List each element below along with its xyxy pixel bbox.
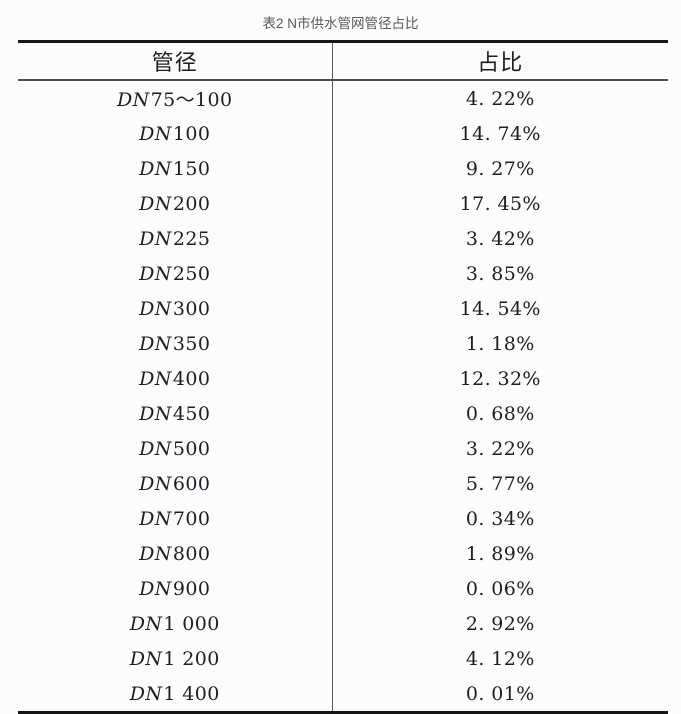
share-cell: 1. 18% (465, 332, 535, 355)
share-cell: 17. 45% (459, 192, 541, 215)
dn-size: 1 000 (163, 612, 220, 635)
dn-prefix: DN (139, 367, 172, 390)
table-row: DN600 5. 77% (18, 466, 668, 501)
dn-prefix: DN (139, 332, 172, 355)
table-row: DN1 200 4. 12% (18, 641, 668, 676)
dn-prefix: DN (129, 612, 163, 635)
dn-prefix: DN (139, 472, 172, 495)
diameter-cell: DN250 (18, 256, 333, 291)
dn-size: 700 (172, 507, 211, 530)
dn-prefix: DN (129, 647, 163, 670)
share-cell: 14. 54% (459, 297, 541, 320)
diameter-cell: DN800 (18, 536, 333, 571)
dn-size: 1 400 (163, 682, 220, 705)
table-row: DN900 0. 06% (18, 571, 668, 606)
dn-size: 600 (172, 472, 211, 495)
diameter-cell: DN100 (18, 116, 333, 151)
diameter-cell: DN1 400 (18, 676, 333, 713)
dn-prefix: DN (139, 542, 172, 565)
table-row: DN400 12. 32% (18, 361, 668, 396)
diameter-cell: DN1 000 (18, 606, 333, 641)
dn-size: 1 200 (163, 647, 220, 670)
diameter-cell: DN300 (18, 291, 333, 326)
diameter-cell: DN500 (18, 431, 333, 466)
dn-prefix: DN (139, 402, 172, 425)
share-cell: 4. 12% (465, 647, 535, 670)
table-caption: 表2 N市供水管网管径占比 (262, 16, 419, 31)
header-diameter: 管径 (18, 41, 333, 81)
share-cell: 0. 68% (465, 402, 535, 425)
diameter-cell: DN200 (18, 186, 333, 221)
share-cell: 4. 22% (465, 87, 535, 110)
dn-prefix: DN (139, 297, 172, 320)
table-row: DN350 1. 18% (18, 326, 668, 361)
table-row: DN200 17. 45% (18, 186, 668, 221)
table-row: DN1 000 2. 92% (18, 606, 668, 641)
dn-size: 225 (172, 227, 211, 250)
share-cell: 3. 22% (465, 437, 535, 460)
share-cell: 3. 42% (465, 227, 535, 250)
table-row: DN1 400 0. 01% (18, 676, 668, 713)
table-row: DN250 3. 85% (18, 256, 668, 291)
diameter-cell: DN225 (18, 221, 333, 256)
table-row: DN225 3. 42% (18, 221, 668, 256)
dn-size: 900 (172, 577, 211, 600)
diameter-cell: DN75～100 (18, 80, 333, 116)
share-cell: 3. 85% (465, 262, 535, 285)
share-cell: 12. 32% (459, 367, 541, 390)
pipe-diameter-share-table: 管径 占比 DN75～100 4. 22% DN100 14. 74% DN15… (18, 40, 668, 714)
dn-size: 200 (172, 192, 211, 215)
dn-prefix: DN (139, 157, 172, 180)
table-row: DN300 14. 54% (18, 291, 668, 326)
dn-prefix: DN (139, 577, 172, 600)
share-cell: 0. 01% (465, 682, 535, 705)
dn-size: 75～100 (150, 89, 233, 111)
dn-size: 250 (172, 262, 211, 285)
dn-size: 350 (172, 332, 211, 355)
share-cell: 0. 06% (465, 577, 535, 600)
dn-size: 500 (172, 437, 211, 460)
dn-size: 150 (172, 157, 211, 180)
table-row: DN800 1. 89% (18, 536, 668, 571)
dn-prefix: DN (139, 227, 172, 250)
share-cell: 5. 77% (465, 472, 535, 495)
dn-prefix: DN (139, 262, 172, 285)
share-cell: 9. 27% (465, 157, 535, 180)
diameter-cell: DN450 (18, 396, 333, 431)
table-row: DN500 3. 22% (18, 431, 668, 466)
dn-size: 400 (172, 367, 211, 390)
table-row: DN100 14. 74% (18, 116, 668, 151)
share-cell: 14. 74% (459, 122, 541, 145)
diameter-cell: DN600 (18, 466, 333, 501)
dn-prefix: DN (116, 89, 150, 111)
dn-prefix: DN (129, 682, 163, 705)
share-cell: 0. 34% (465, 507, 535, 530)
dn-prefix: DN (139, 122, 172, 145)
diameter-cell: DN400 (18, 361, 333, 396)
diameter-cell: DN700 (18, 501, 333, 536)
dn-prefix: DN (139, 437, 172, 460)
table-row: DN700 0. 34% (18, 501, 668, 536)
dn-size: 300 (172, 297, 211, 320)
header-row: 管径 占比 (18, 41, 668, 81)
table-row: DN450 0. 68% (18, 396, 668, 431)
table-row: DN75～100 4. 22% (18, 80, 668, 116)
diameter-cell: DN350 (18, 326, 333, 361)
diameter-cell: DN900 (18, 571, 333, 606)
dn-prefix: DN (139, 192, 172, 215)
diameter-cell: DN150 (18, 151, 333, 186)
diameter-cell: DN1 200 (18, 641, 333, 676)
header-share: 占比 (332, 41, 668, 81)
dn-size: 100 (172, 122, 211, 145)
dn-size: 450 (172, 402, 211, 425)
share-cell: 1. 89% (465, 542, 535, 565)
dn-size: 800 (172, 542, 211, 565)
share-cell: 2. 92% (465, 612, 535, 635)
table-row: DN150 9. 27% (18, 151, 668, 186)
dn-prefix: DN (139, 507, 172, 530)
